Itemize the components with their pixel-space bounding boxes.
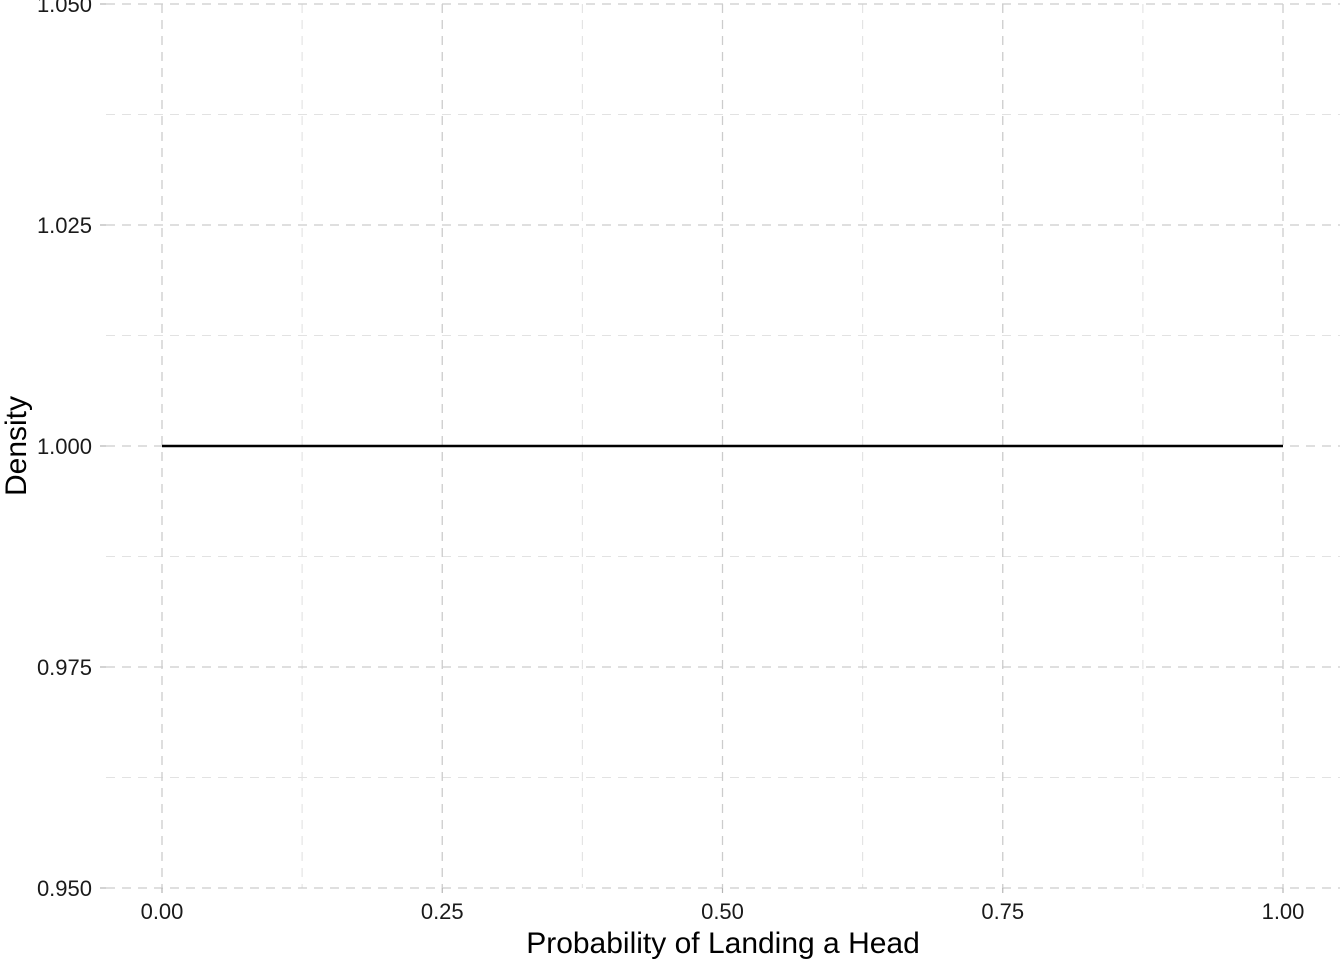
x-axis-title: Probability of Landing a Head xyxy=(526,927,920,960)
y-tick-label: 0.975 xyxy=(37,655,92,680)
x-axis-tick-labels: 0.00 0.25 0.50 0.75 1.00 xyxy=(141,899,1305,924)
x-tick-label: 1.00 xyxy=(1262,899,1305,924)
y-tick-label: 0.950 xyxy=(37,876,92,901)
x-tick-label: 0.25 xyxy=(421,899,464,924)
x-tick-label: 0.75 xyxy=(981,899,1024,924)
y-tick-label: 1.050 xyxy=(37,0,92,17)
y-tick-label: 1.025 xyxy=(37,213,92,238)
x-tick-label: 0.50 xyxy=(701,899,744,924)
y-tick-label: 1.000 xyxy=(37,434,92,459)
y-axis-title: Density xyxy=(0,396,33,496)
x-tick-label: 0.00 xyxy=(141,899,184,924)
y-axis-tick-labels: 0.950 0.975 1.000 1.025 1.050 xyxy=(37,0,92,901)
axis-ticks xyxy=(100,3,1284,893)
